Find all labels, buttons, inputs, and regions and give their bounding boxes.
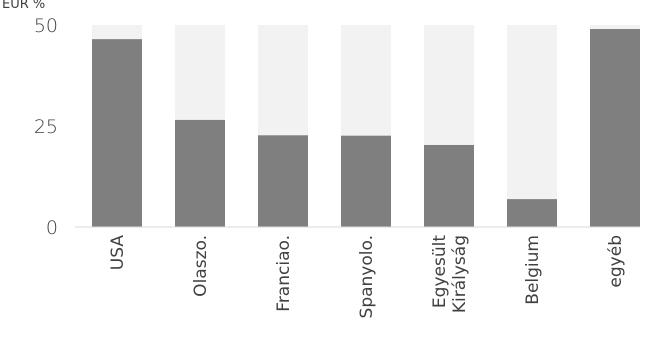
y-axis: 0 25 50 (34, 15, 58, 239)
x-tick-label: Olaszo. (191, 235, 211, 297)
x-tick-label: Franciao. (274, 235, 294, 312)
y-tick-label: 0 (46, 217, 58, 239)
x-tick-label: USA (108, 235, 128, 271)
bar (507, 199, 557, 227)
x-tick-label: Belgium (523, 235, 543, 305)
x-tick-label: Spanyolo. (357, 235, 377, 318)
bar (590, 29, 640, 228)
bar (424, 144, 474, 227)
bar (341, 135, 391, 227)
x-tick-label: EgyesültKirályság (430, 235, 470, 313)
x-tick-label: egyéb (606, 235, 626, 288)
x-axis-labels: USA Olaszo. Franciao. Spanyolo. EgyesültKirá… (108, 235, 626, 319)
y-tick-label: 50 (34, 15, 58, 37)
bar (92, 39, 142, 227)
bars (92, 25, 640, 228)
y-tick-label: 25 (34, 116, 58, 138)
unit-label: EUR % (2, 0, 45, 12)
bar-background (507, 25, 557, 227)
bar (258, 135, 308, 227)
bar (175, 119, 225, 227)
